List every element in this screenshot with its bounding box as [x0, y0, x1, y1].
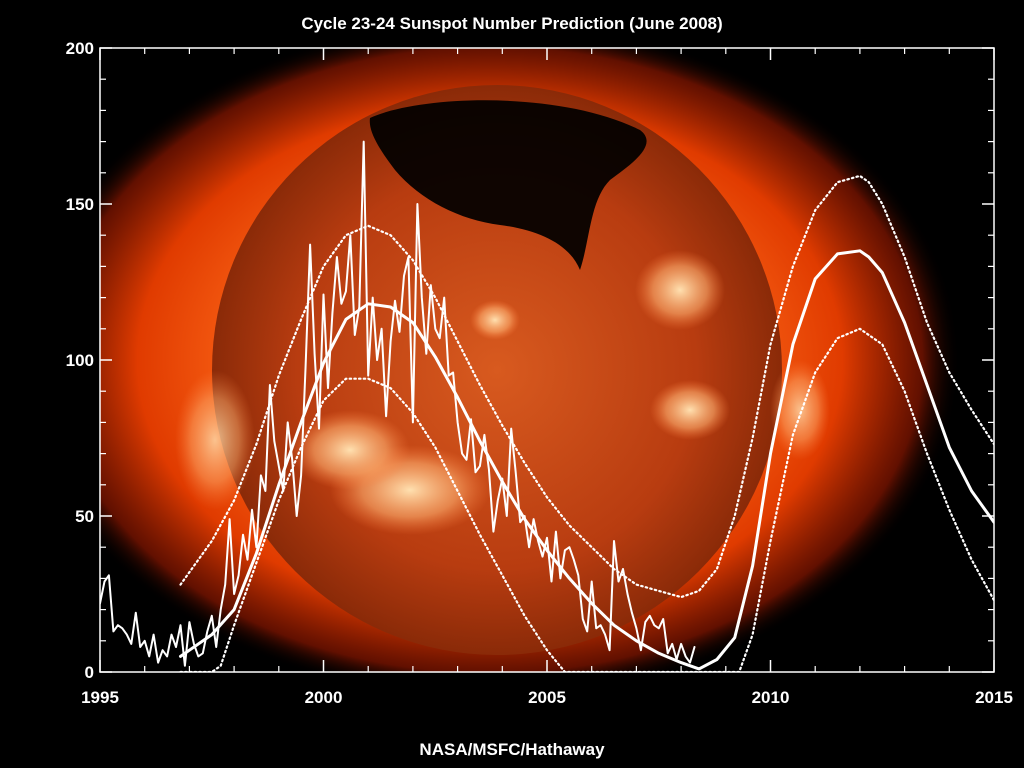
chart-title: Cycle 23-24 Sunspot Number Prediction (J…	[301, 14, 723, 33]
y-tick-label: 50	[75, 507, 94, 526]
series-layer	[100, 140, 994, 672]
x-tick-label: 2010	[752, 688, 790, 707]
credit-text: NASA/MSFC/Hathaway	[419, 740, 605, 759]
series-lower-bound	[179, 327, 994, 672]
y-tick-label: 150	[66, 195, 94, 214]
x-tick-label: 2000	[305, 688, 343, 707]
axes: 1995 2000 2005 2010 2015 0 50 100 150 200	[66, 39, 1013, 707]
series-monthly-observed	[100, 140, 696, 667]
x-tick-label: 1995	[81, 688, 119, 707]
x-tick-label: 2015	[975, 688, 1013, 707]
y-tick-label: 100	[66, 351, 94, 370]
series-upper-bound	[179, 174, 994, 599]
series-smoothed-fit	[179, 249, 994, 671]
sun-background-image	[100, 48, 960, 672]
x-tick-label: 2005	[528, 688, 566, 707]
y-tick-label: 200	[66, 39, 94, 58]
y-tick-label: 0	[85, 663, 94, 682]
